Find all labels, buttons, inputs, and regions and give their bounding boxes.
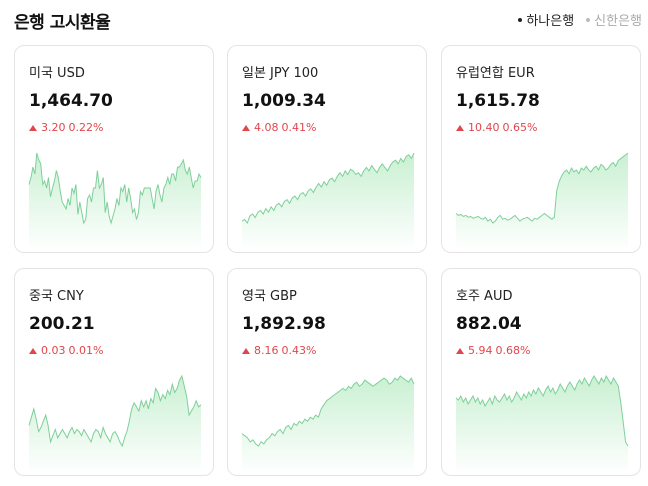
rate-change: 5.94 0.68% — [456, 344, 530, 357]
sparkline-chart — [28, 374, 202, 474]
sparkline-line — [455, 152, 629, 224]
rate-change: 4.08 0.41% — [242, 121, 316, 134]
sparkline-chart — [28, 152, 202, 251]
page-title: 은행 고시환율 — [14, 13, 111, 33]
sparkline-area — [242, 376, 414, 474]
sparkline-area — [456, 376, 628, 474]
sparkline-area — [29, 376, 201, 474]
change-percent: 0.22% — [68, 121, 104, 134]
bank-selector: 하나은행 신한은행 — [518, 10, 642, 29]
currency-card-cny[interactable]: 중국 CNY 200.21 0.03 0.01% — [14, 268, 214, 476]
currency-name: 중국 CNY — [29, 289, 84, 304]
exchange-rate: 1,464.70 — [29, 91, 113, 111]
sparkline-line — [28, 152, 202, 225]
sparkline-area — [456, 153, 628, 251]
currency-name: 미국 USD — [29, 66, 85, 81]
exchange-rate: 882.04 — [456, 314, 522, 334]
rate-change: 3.20 0.22% — [29, 121, 103, 134]
sparkline-chart — [455, 374, 629, 474]
header: 은행 고시환율 하나은행 신한은행 — [14, 6, 642, 33]
change-amount: 0.03 — [41, 344, 66, 357]
arrow-up-icon — [456, 347, 464, 354]
sparkline-line — [241, 152, 415, 225]
bullet-icon — [586, 17, 591, 22]
exchange-rate: 1,892.98 — [242, 314, 326, 334]
change-amount: 5.94 — [468, 344, 493, 357]
bank-tab-hana[interactable]: 하나은행 — [518, 10, 574, 29]
change-percent: 0.01% — [68, 344, 104, 357]
sparkline-line — [28, 374, 202, 448]
currency-card-gbp[interactable]: 영국 GBP 1,892.98 8.16 0.43% — [227, 268, 427, 476]
arrow-up-icon — [29, 124, 37, 131]
currency-name: 영국 GBP — [242, 289, 297, 304]
bank-tab-shinhan[interactable]: 신한은행 — [586, 10, 642, 29]
currency-card-usd[interactable]: 미국 USD 1,464.70 3.20 0.22% — [14, 45, 214, 253]
currency-card-aud[interactable]: 호주 AUD 882.04 5.94 0.68% — [441, 268, 641, 476]
sparkline-area — [242, 153, 414, 251]
arrow-up-icon — [242, 124, 250, 131]
change-amount: 4.08 — [254, 121, 279, 134]
sparkline-area — [29, 153, 201, 251]
currency-card-jpy[interactable]: 일본 JPY 100 1,009.34 4.08 0.41% — [227, 45, 427, 253]
rate-change: 8.16 0.43% — [242, 344, 316, 357]
change-percent: 0.43% — [281, 344, 317, 357]
change-amount: 8.16 — [254, 344, 279, 357]
rate-change: 0.03 0.01% — [29, 344, 103, 357]
change-amount: 10.40 — [468, 121, 500, 134]
currency-name: 호주 AUD — [456, 289, 513, 304]
exchange-rate: 1,009.34 — [242, 91, 326, 111]
bank-tab-label: 신한은행 — [594, 14, 642, 29]
sparkline-line — [241, 375, 415, 447]
bullet-icon — [518, 17, 523, 22]
bank-tab-label: 하나은행 — [526, 14, 575, 29]
change-percent: 0.41% — [281, 121, 317, 134]
change-amount: 3.20 — [41, 121, 66, 134]
change-percent: 0.65% — [502, 121, 538, 134]
exchange-rate: 200.21 — [29, 314, 95, 334]
sparkline-line — [455, 374, 629, 447]
rate-change: 10.40 0.65% — [456, 121, 537, 134]
change-percent: 0.68% — [495, 344, 531, 357]
sparkline-chart — [241, 375, 415, 474]
arrow-up-icon — [29, 347, 37, 354]
arrow-up-icon — [242, 347, 250, 354]
sparkline-chart — [455, 152, 629, 251]
exchange-rate: 1,615.78 — [456, 91, 540, 111]
currency-name: 일본 JPY 100 — [242, 66, 319, 81]
sparkline-chart — [241, 152, 415, 251]
arrow-up-icon — [456, 124, 464, 131]
currency-name: 유럽연합 EUR — [456, 66, 535, 81]
currency-card-eur[interactable]: 유럽연합 EUR 1,615.78 10.40 0.65% — [441, 45, 641, 253]
